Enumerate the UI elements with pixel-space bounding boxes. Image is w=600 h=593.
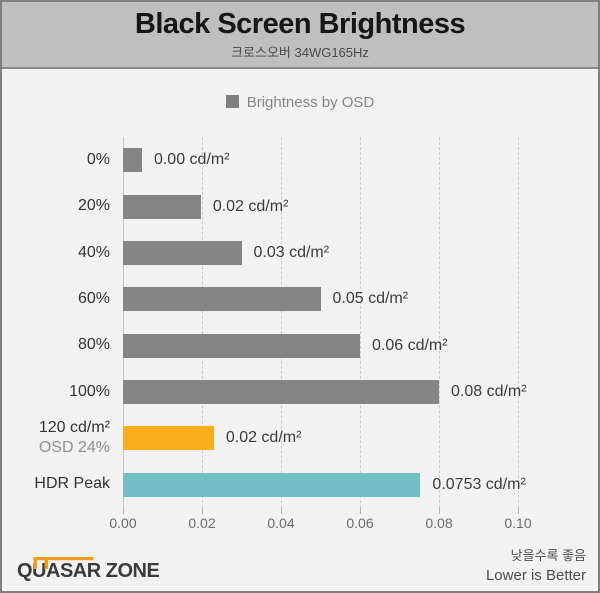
value-bar [123, 287, 321, 312]
category-sublabel: OSD 24% [38, 439, 110, 457]
x-tick-label: 0.02 [188, 515, 216, 531]
chart-row: HDR Peak 0.0753 cd/m² [34, 462, 593, 508]
chart-row: 0% 0.00 cd/m² [87, 137, 593, 183]
x-tickmark [439, 508, 440, 514]
value-bar [123, 240, 242, 265]
x-tickmark [360, 508, 361, 514]
logo-text: QUASAR ZONE [17, 560, 159, 582]
value-bar [123, 194, 201, 219]
category-label: 0% [86, 150, 110, 168]
chart-header: Black Screen Brightness 크로스오버 34WG165Hz [2, 2, 598, 69]
category-label: 80% [77, 336, 110, 354]
chart-row: 60% 0.05 cd/m² [78, 276, 593, 322]
category-label: 40% [77, 243, 110, 261]
value-label: 0.0753 cd/m² [432, 475, 526, 493]
value-bar [123, 333, 360, 358]
value-bar [123, 380, 439, 405]
chart-row: 40% 0.03 cd/m² [78, 230, 593, 276]
chart-subtitle: 크로스오버 34WG165Hz [231, 45, 369, 60]
value-label: 0.02 cd/m² [225, 429, 302, 447]
footer-note-english: Lower is Better [485, 567, 586, 585]
x-gridline [360, 137, 361, 508]
category-label: 60% [77, 289, 110, 307]
x-tickmark [281, 508, 282, 514]
x-gridline [202, 137, 203, 508]
category-label: HDR Peak [34, 475, 110, 493]
y-axis-line [123, 137, 124, 508]
x-tick-label: 0.10 [504, 515, 532, 531]
legend: Brightness by OSD [0, 94, 600, 111]
logo-accent-icon [33, 557, 94, 569]
category-label: 120 cd/m² OSD 24% [39, 418, 110, 460]
x-gridline [439, 137, 440, 508]
x-tickmark [518, 508, 519, 514]
quasarzone-logo: QUASAR ZONE [17, 557, 160, 582]
x-tickmark [202, 508, 203, 514]
category-label: 20% [77, 197, 110, 215]
x-gridline [518, 137, 519, 508]
footer-note-korean: 낮을수록 좋음 [510, 548, 586, 563]
value-bar [123, 426, 214, 451]
chart-row: 20% 0.02 cd/m² [78, 183, 593, 229]
footer-note: 낮을수록 좋음 Lower is Better [486, 547, 586, 586]
value-label: 0.08 cd/m² [451, 383, 527, 401]
x-gridline [281, 137, 282, 508]
chart-title: Black Screen Brightness [134, 8, 466, 40]
bar-rows: 0% 0.00 cd/m² 20% 0.02 cd/m² 40% 0.03 cd/m² 60… [34, 137, 593, 508]
x-tick-label: 0.08 [425, 515, 453, 531]
legend-swatch-icon [225, 95, 239, 108]
x-tick-label: 0.04 [267, 515, 295, 531]
value-label: 0.00 cd/m² [153, 151, 230, 169]
category-label: 100% [69, 382, 110, 400]
value-label: 0.02 cd/m² [212, 197, 289, 215]
value-bar [123, 472, 421, 497]
x-tickmark [123, 508, 124, 514]
value-label: 0.05 cd/m² [332, 290, 409, 308]
x-tick-label: 0.00 [109, 515, 137, 531]
chart-row: 120 cd/m² OSD 24% 0.02 cd/m² [39, 415, 593, 461]
value-label: 0.06 cd/m² [372, 336, 448, 354]
legend-label: Brightness by OSD [246, 94, 375, 111]
chart-row: 80% 0.06 cd/m² [78, 323, 593, 369]
chart-row: 100% 0.08 cd/m² [69, 369, 593, 415]
x-tick-label: 0.06 [346, 515, 374, 531]
value-bar [123, 148, 142, 173]
value-label: 0.03 cd/m² [253, 243, 330, 261]
